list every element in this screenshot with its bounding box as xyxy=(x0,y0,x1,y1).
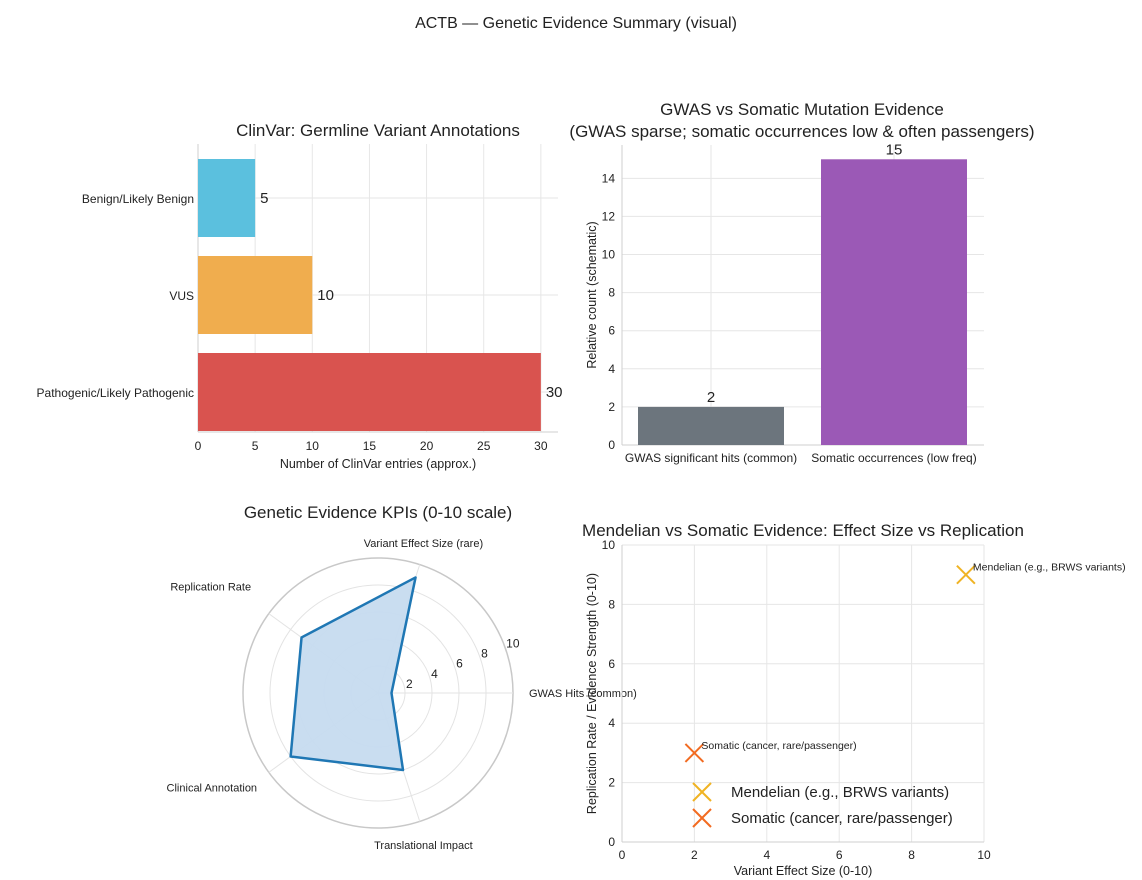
scatter-point xyxy=(956,564,976,585)
y-tick-label: 14 xyxy=(602,171,616,185)
scatter-point xyxy=(684,743,705,763)
radar-tick-label: 2 xyxy=(406,677,413,691)
radar-axis-label: Variant Effect Size (rare) xyxy=(364,538,483,550)
gwas-somatic-bar-chart: 0 2 4 6 8 10 12 14 2 GWAS significant hits (commo… xyxy=(569,100,1034,465)
y-tick-label: 2 xyxy=(608,776,615,790)
x-tick-label: 8 xyxy=(908,848,915,862)
legend-label: Mendelian (e.g., BRWS variants) xyxy=(731,784,949,801)
radar-axis-label: Clinical Annotation xyxy=(167,782,258,794)
y-tick-label: 8 xyxy=(608,597,615,611)
clinvar-bar-chart: 0 5 10 15 20 25 30 5 Benign/Likely Benign 10 VUS 30… xyxy=(37,121,563,471)
y-tick-label: 0 xyxy=(608,835,615,849)
radar-series xyxy=(289,576,417,772)
y-tick-label: 12 xyxy=(602,209,616,223)
y-tick-label: 10 xyxy=(602,538,616,552)
x-axis-label: Number of ClinVar entries (approx.) xyxy=(280,457,476,471)
x-tick-label: 25 xyxy=(477,439,491,453)
x-tick-label: 10 xyxy=(977,848,991,862)
x-axis-label: Variant Effect Size (0-10) xyxy=(734,864,873,878)
point-annotation: Mendelian (e.g., BRWS variants) xyxy=(973,562,1126,574)
x-tick-label: 6 xyxy=(836,848,843,862)
chart-title: Mendelian vs Somatic Evidence: Effect Si… xyxy=(582,521,1024,540)
y-axis-label: Relative count (schematic) xyxy=(585,221,599,368)
point-annotation: Somatic (cancer, rare/passenger) xyxy=(701,740,856,752)
x-tick-label: 10 xyxy=(306,439,320,453)
legend-label: Somatic (cancer, rare/passenger) xyxy=(731,810,953,827)
radar-axis-label: Translational Impact xyxy=(374,840,473,852)
y-tick-label: 0 xyxy=(608,438,615,452)
marker-stroke xyxy=(956,564,976,585)
x-tick-label: 4 xyxy=(763,848,770,862)
bar-value-label: 5 xyxy=(260,190,268,207)
bar xyxy=(198,256,313,334)
radar-tick-label: 8 xyxy=(481,647,488,661)
x-tick-label: 0 xyxy=(195,439,202,453)
marker-stroke xyxy=(684,743,705,763)
y-tick-label: 10 xyxy=(602,248,616,262)
marker-stroke xyxy=(692,808,712,828)
x-tick-label: Somatic occurrences (low freq) xyxy=(811,451,976,465)
y-tick-label: 8 xyxy=(608,286,615,300)
bar xyxy=(198,159,256,237)
y-tick-label: 4 xyxy=(608,716,615,730)
legend-marker xyxy=(692,808,712,828)
radar-axis-label: Replication Rate xyxy=(170,582,251,594)
bar xyxy=(198,353,541,431)
chart-title: GWAS vs Somatic Mutation Evidence xyxy=(660,100,944,119)
y-tick-label: 4 xyxy=(608,362,615,376)
x-tick-label: 15 xyxy=(363,439,377,453)
x-tick-label: 20 xyxy=(420,439,434,453)
y-tick-label: Benign/Likely Benign xyxy=(82,192,194,206)
chart-subtitle: (GWAS sparse; somatic occurrences low & … xyxy=(569,122,1034,141)
y-axis-label: Replication Rate / Evidence Strength (0-… xyxy=(585,573,599,814)
radar-tick-label: 6 xyxy=(456,657,463,671)
bar-value-label: 15 xyxy=(886,141,903,158)
x-tick-label: 2 xyxy=(691,848,698,862)
bar-value-label: 30 xyxy=(546,384,563,401)
radar-tick-label: 4 xyxy=(431,667,438,681)
kpi-radar-chart: GWAS Hits (common) Variant Effect Size (r… xyxy=(167,503,637,852)
x-tick-label: 5 xyxy=(252,439,259,453)
y-tick-label: VUS xyxy=(169,289,194,303)
y-tick-label: Pathogenic/Likely Pathogenic xyxy=(37,386,194,400)
marker-stroke xyxy=(692,782,712,802)
x-tick-label: GWAS significant hits (common) xyxy=(625,451,797,465)
y-tick-label: 6 xyxy=(608,324,615,338)
radar-tick-label: 10 xyxy=(506,636,520,650)
effect-replication-scatter: 0 2 4 6 8 10 0 2 4 6 8 10 Mendelian (e.g., BRWS vari… xyxy=(582,521,1126,878)
bar xyxy=(821,159,967,446)
figure-suptitle: ACTB — Genetic Evidence Summary (visual) xyxy=(415,15,737,32)
x-tick-label: 30 xyxy=(534,439,548,453)
bar-value-label: 10 xyxy=(317,287,334,304)
legend-marker xyxy=(692,782,712,802)
radar-axis-label: GWAS Hits (common) xyxy=(529,688,637,700)
x-tick-label: 0 xyxy=(619,848,626,862)
y-tick-label: 6 xyxy=(608,657,615,671)
bar xyxy=(638,406,784,445)
chart-title: Genetic Evidence KPIs (0-10 scale) xyxy=(244,503,512,522)
bar-value-label: 2 xyxy=(707,389,715,406)
y-tick-label: 2 xyxy=(608,400,615,414)
chart-title: ClinVar: Germline Variant Annotations xyxy=(236,121,520,140)
